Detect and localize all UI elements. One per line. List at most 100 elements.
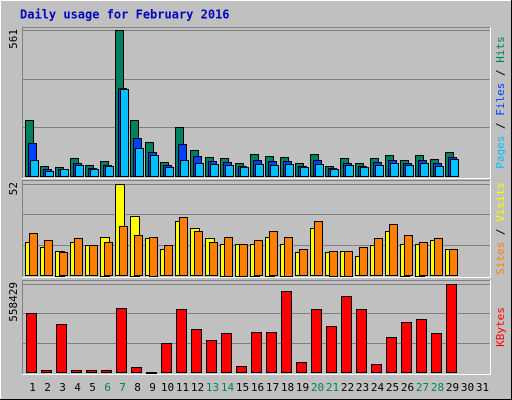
bar [341, 296, 352, 373]
x-tick-label: 3 [59, 381, 66, 394]
legend-separator: / [494, 222, 507, 242]
bar [315, 164, 324, 177]
bar [120, 89, 129, 177]
x-tick-label: 31 [476, 381, 489, 394]
bar [255, 164, 264, 177]
bar [446, 284, 457, 373]
bar [386, 337, 397, 373]
legend-entry: Pages [494, 136, 507, 169]
bar [209, 242, 218, 276]
bar [389, 224, 398, 276]
x-tick-label: 5 [89, 381, 96, 394]
bar [225, 165, 234, 177]
x-tick-label: 30 [461, 381, 474, 394]
bar [89, 245, 98, 276]
bar [371, 364, 382, 373]
bar [299, 249, 308, 276]
legend-separator: / [494, 63, 507, 83]
x-tick-label: 15 [236, 381, 249, 394]
legend-separator: / [494, 116, 507, 136]
x-tick-label: 22 [341, 381, 354, 394]
bar [356, 309, 367, 373]
bar [270, 165, 279, 177]
x-tick-label: 28 [431, 381, 444, 394]
bar [195, 163, 204, 177]
bar [206, 340, 217, 373]
y-tick-label: 561 [7, 29, 20, 49]
x-tick-label: 8 [134, 381, 141, 394]
x-tick-label: 14 [221, 381, 235, 394]
bar [405, 165, 414, 177]
bar [435, 166, 444, 177]
x-tick-label: 26 [401, 381, 414, 394]
bar [284, 237, 293, 277]
bar [224, 237, 233, 277]
legend-entry: Visits [494, 182, 507, 222]
bar [75, 165, 84, 177]
bar [344, 251, 353, 277]
x-tick-label: 13 [206, 381, 219, 394]
y-tick-label: 52 [7, 182, 20, 195]
bar [29, 233, 38, 276]
x-tick-label: 18 [281, 381, 294, 394]
x-tick-label: 17 [266, 381, 279, 394]
x-tick-label: 9 [149, 381, 156, 394]
bar [434, 238, 443, 276]
bar [330, 169, 339, 177]
legend: Sites / Visits [494, 182, 507, 275]
legend-entry: Hits [494, 36, 507, 63]
x-tick-label: 6 [104, 381, 111, 394]
bar [419, 242, 428, 276]
legend: Pages / Files / Hits [494, 36, 507, 169]
x-tick-label: 1 [29, 381, 36, 394]
bar [104, 242, 113, 276]
x-tick-label: 7 [119, 381, 126, 394]
bar [251, 332, 262, 373]
x-tick-label: 16 [251, 381, 264, 394]
bar [119, 226, 128, 276]
bar [420, 163, 429, 177]
bar [326, 326, 337, 373]
bar [345, 165, 354, 177]
bar [60, 169, 69, 177]
bar [401, 322, 412, 373]
bar [191, 329, 202, 373]
x-tick-label: 10 [161, 381, 174, 394]
x-tick-label: 19 [296, 381, 309, 394]
bar [221, 333, 232, 373]
bar [374, 238, 383, 276]
bar [450, 159, 459, 177]
bar [300, 167, 309, 177]
x-tick-label: 20 [311, 381, 324, 394]
bar [30, 160, 39, 177]
bar [101, 370, 112, 373]
x-tick-label: 12 [191, 381, 204, 394]
x-tick-label: 4 [74, 381, 81, 394]
bar [26, 313, 37, 373]
x-tick-label: 25 [386, 381, 399, 394]
bar [210, 164, 219, 177]
bar [269, 231, 278, 276]
bar [375, 165, 384, 177]
x-tick-label: 11 [176, 381, 189, 394]
bar [165, 167, 174, 177]
bar [266, 332, 277, 373]
x-tick-label: 21 [326, 381, 339, 394]
legend-entry: Sites [494, 242, 507, 275]
bar [254, 240, 263, 276]
bar [71, 370, 82, 373]
bar [41, 370, 52, 373]
x-tick-label: 29 [446, 381, 459, 394]
bar [90, 169, 99, 177]
bar [431, 333, 442, 373]
y-tick-label: 558429 [7, 282, 20, 322]
x-tick-label: 24 [371, 381, 385, 394]
bar [146, 372, 157, 374]
bar [135, 148, 144, 177]
bar [149, 237, 158, 277]
bar [74, 238, 83, 276]
bar [360, 167, 369, 177]
bar [314, 221, 323, 276]
legend: KBytes [494, 307, 507, 347]
chart-title: Daily usage for February 2016 [20, 8, 230, 22]
